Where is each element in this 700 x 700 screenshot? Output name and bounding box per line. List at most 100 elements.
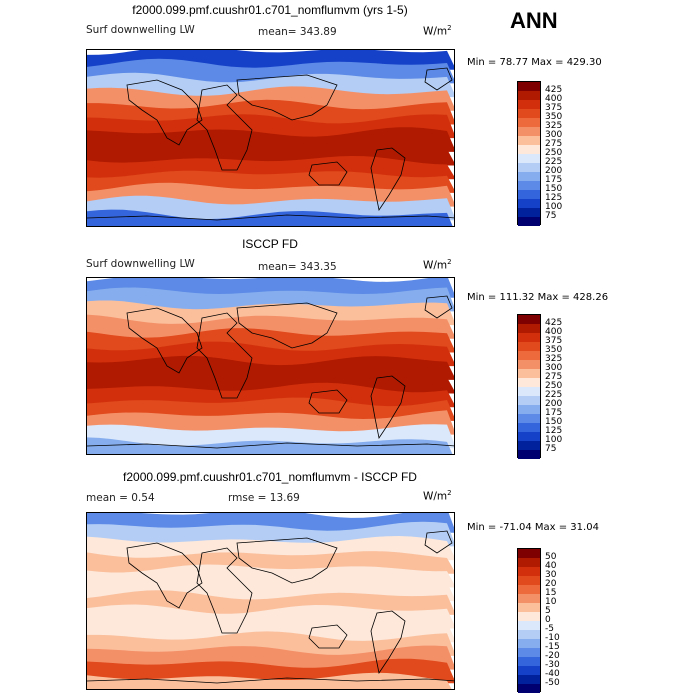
- colorbar-tick-label: 300: [545, 362, 563, 373]
- colorbar-tick-label: 100: [545, 434, 563, 445]
- map-field-band: [87, 195, 454, 221]
- colorbar-tick-label: 175: [545, 407, 563, 418]
- panel-3-map: [86, 512, 455, 690]
- colorbar-segment: [518, 145, 540, 154]
- coastline: [126, 79, 203, 146]
- coastline: [424, 530, 453, 554]
- colorbar-tick-label: 275: [545, 371, 563, 382]
- colorbar-tick-label: 250: [545, 147, 563, 158]
- colorbar-segment: [518, 217, 540, 226]
- colorbar-tick-label: 375: [545, 102, 563, 113]
- map-field-band: [87, 617, 454, 643]
- map-field-band: [87, 382, 454, 408]
- coastline: [196, 84, 253, 171]
- colorbar-segment: [518, 154, 540, 163]
- colorbar-segment: [518, 405, 540, 414]
- colorbar-segment: [518, 351, 540, 360]
- map-field-band: [87, 604, 454, 629]
- coastline: [196, 312, 253, 399]
- coastline: [424, 295, 453, 319]
- coastline: [87, 214, 454, 221]
- panel-2-minmax: Min = 111.32 Max = 428.26: [467, 292, 609, 303]
- colorbar-segment: [518, 100, 540, 109]
- panel-2-mean: mean= 343.35: [258, 261, 337, 273]
- map-field-band: [87, 99, 454, 125]
- colorbar-segment: [518, 549, 540, 558]
- coastline: [308, 389, 348, 414]
- coastline: [308, 161, 348, 186]
- colorbar-segment: [518, 675, 540, 684]
- colorbar-segment: [518, 208, 540, 217]
- panel-2-map: [86, 277, 455, 455]
- colorbar-tick-label: -5: [545, 623, 554, 634]
- panel-1-minmax: Min = 78.77 Max = 429.30: [467, 57, 602, 68]
- panel-1-map: [86, 49, 455, 227]
- colorbar-tick-label: 225: [545, 389, 563, 400]
- panel-2-title: ISCCP FD: [242, 237, 298, 251]
- panel-1-title: f2000.099.pmf.cuushr01.c701_nomflumvm (y…: [132, 3, 408, 17]
- colorbar-tick-label: -50: [545, 677, 560, 688]
- colorbar-tick-label: 75: [545, 443, 557, 454]
- panel-1-mean: mean= 343.89: [258, 26, 337, 38]
- colorbar-segment: [518, 441, 540, 450]
- colorbar-tick-label: 75: [545, 210, 557, 221]
- colorbar-segment: [518, 378, 540, 387]
- colorbar-tick-label: 0: [545, 614, 551, 625]
- panel-2-colorbar: [517, 314, 541, 459]
- colorbar-segment: [518, 199, 540, 208]
- colorbar-segment: [518, 567, 540, 576]
- map-field-band: [87, 437, 453, 454]
- colorbar-segment: [518, 414, 540, 423]
- colorbar-tick-label: 325: [545, 353, 563, 364]
- coastline: [236, 537, 338, 584]
- coastline: [370, 610, 406, 675]
- colorbar-tick-label: 20: [545, 578, 557, 589]
- colorbar-segment: [518, 576, 540, 585]
- colorbar-tick-label: 275: [545, 138, 563, 149]
- colorbar-segment: [518, 558, 540, 567]
- colorbar-tick-label: 400: [545, 93, 563, 104]
- colorbar-segment: [518, 423, 540, 432]
- colorbar-segment: [518, 612, 540, 621]
- colorbar-tick-label: 100: [545, 201, 563, 212]
- colorbar-tick-label: 125: [545, 425, 563, 436]
- panel-3-title: f2000.099.pmf.cuushr01.c701_nomflumvm - …: [123, 470, 417, 484]
- colorbar-segment: [518, 109, 540, 118]
- colorbar-segment: [518, 657, 540, 666]
- colorbar-tick-label: 350: [545, 111, 563, 122]
- map-field-band: [87, 300, 454, 326]
- colorbar-segment: [518, 639, 540, 648]
- panel-1-colorbar: [517, 81, 541, 226]
- panel-2-variable-label: Surf downwelling LW: [86, 258, 195, 270]
- colorbar-segment: [518, 82, 540, 91]
- colorbar-segment: [518, 342, 540, 351]
- colorbar-segment: [518, 315, 540, 324]
- coastline: [424, 67, 453, 91]
- colorbar-tick-label: 200: [545, 165, 563, 176]
- panel-3-minmax: Min = -71.04 Max = 31.04: [467, 522, 599, 533]
- map-field-band: [87, 86, 454, 111]
- map-field-band: [87, 672, 452, 689]
- colorbar-tick-label: 425: [545, 84, 563, 95]
- panel-3-units: W/m2: [423, 489, 452, 503]
- colorbar-tick-label: 15: [545, 587, 557, 598]
- colorbar-segment: [518, 684, 540, 693]
- colorbar-tick-label: 175: [545, 174, 563, 185]
- coastline: [87, 442, 454, 449]
- colorbar-tick-label: 225: [545, 156, 563, 167]
- colorbar-tick-label: 200: [545, 398, 563, 409]
- coastline: [370, 147, 406, 212]
- colorbar-tick-label: -40: [545, 668, 560, 679]
- coastline: [196, 547, 253, 634]
- colorbar-segment: [518, 387, 540, 396]
- colorbar-tick-label: 375: [545, 335, 563, 346]
- colorbar-segment: [518, 603, 540, 612]
- colorbar-tick-label: 40: [545, 560, 557, 571]
- colorbar-tick-label: 10: [545, 596, 557, 607]
- colorbar-tick-label: -20: [545, 650, 560, 661]
- coastline: [126, 542, 203, 609]
- colorbar-segment: [518, 333, 540, 342]
- colorbar-segment: [518, 630, 540, 639]
- panel-1-units: W/m2: [423, 24, 452, 38]
- colorbar-tick-label: 250: [545, 380, 563, 391]
